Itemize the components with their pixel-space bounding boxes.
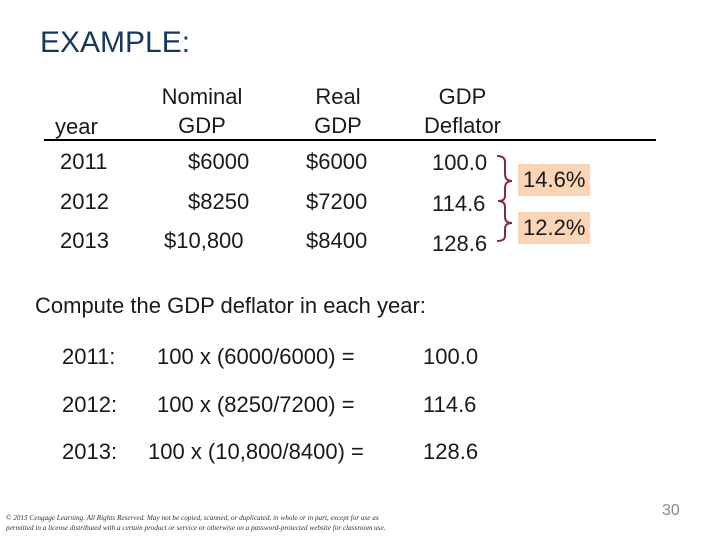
- calc-2011-result: 100.0: [423, 344, 479, 369]
- header-real-line1: Real: [315, 84, 361, 109]
- row-2012-nominal: $8250: [188, 189, 250, 214]
- calc-2011-year: 2011:: [62, 344, 116, 369]
- header-nominal-line2: GDP: [178, 113, 226, 138]
- copyright-line1: © 2015 Cengage Learning. All Rights Rese…: [6, 514, 379, 522]
- calc-2013-result: 128.6: [423, 439, 479, 464]
- row-2011-deflator: 100.0: [432, 150, 488, 175]
- header-deflator-line2: Deflator: [423, 113, 502, 138]
- calc-2011-formula: 100 x (6000/6000) =: [157, 344, 355, 369]
- header-gdp-deflator: GDP Deflator: [405, 82, 520, 140]
- growth-2012-2013-badge: 12.2%: [518, 212, 591, 244]
- header-year: year: [55, 114, 98, 139]
- copyright-notice: © 2015 Cengage Learning. All Rights Rese…: [6, 513, 385, 533]
- slide-title: EXAMPLE:: [40, 26, 191, 59]
- calc-2013-year: 2013:: [62, 439, 118, 464]
- header-real-gdp: Real GDP: [288, 82, 388, 140]
- growth-brackets: [496, 155, 513, 242]
- header-nominal-line1: Nominal: [161, 84, 243, 109]
- row-2011-real: $6000: [306, 149, 368, 174]
- row-2013-year: 2013: [60, 228, 109, 253]
- calc-2012-formula: 100 x (8250/7200) =: [157, 392, 355, 417]
- bracket-2012-2013: [496, 200, 513, 242]
- row-2013-nominal: $10,800: [164, 228, 244, 253]
- row-2011-nominal: $6000: [188, 149, 250, 174]
- header-nominal-gdp: Nominal GDP: [140, 82, 264, 140]
- calc-2012-result: 114.6: [423, 392, 477, 417]
- header-divider: [44, 139, 656, 141]
- compute-prompt: Compute the GDP deflator in each year:: [35, 293, 426, 318]
- row-2012-deflator: 114.6: [432, 191, 486, 216]
- bracket-2011-2012: [496, 155, 513, 202]
- header-deflator-line1: GDP: [438, 84, 487, 109]
- calc-2013-formula: 100 x (10,800/8400) =: [148, 439, 364, 464]
- row-2012-real: $7200: [306, 189, 368, 214]
- calc-2012-year: 2012:: [62, 392, 118, 417]
- row-2013-deflator: 128.6: [432, 231, 488, 256]
- row-2011-year: 2011: [60, 149, 108, 174]
- page-number: 30: [662, 502, 680, 519]
- growth-2011-2012-badge: 14.6%: [518, 164, 591, 196]
- header-real-line2: GDP: [314, 113, 362, 138]
- copyright-line2: permitted in a license distributed with …: [6, 524, 386, 532]
- row-2013-real: $8400: [306, 228, 368, 253]
- row-2012-year: 2012: [60, 189, 109, 214]
